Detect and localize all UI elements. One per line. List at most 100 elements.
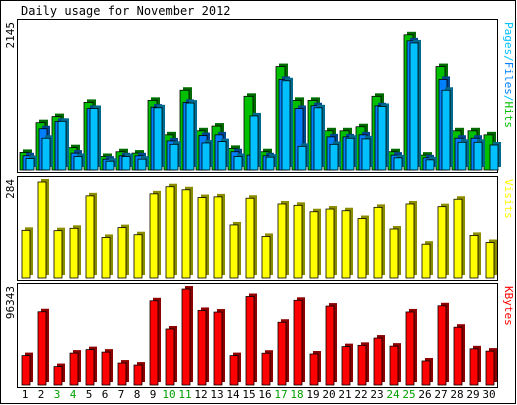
series-legend-hits-files-pages: Pages/Files/Hits — [502, 22, 515, 128]
bar-kbytes-day-16 — [261, 350, 273, 386]
bar-kbytes-day-13 — [213, 309, 225, 386]
x-tick-label-day-19: 19 — [306, 388, 319, 401]
bar-kbytes-day-3-face — [53, 366, 63, 386]
bar-pages-day-11-face — [185, 102, 195, 171]
bar-visits-day-6 — [101, 234, 113, 279]
bar-kbytes-day-14-face — [229, 355, 239, 386]
x-tick-label-day-7: 7 — [118, 388, 125, 401]
bar-visits-day-15 — [245, 195, 257, 279]
bar-visits-day-10-face — [165, 186, 175, 279]
bar-kbytes-day-20 — [325, 303, 337, 386]
panel-visits: 284 Visits — [4, 176, 515, 281]
bar-kbytes-day-6 — [101, 349, 113, 386]
bar-visits-day-23 — [373, 204, 385, 279]
bar-pages-day-3 — [57, 118, 69, 171]
bar-visits-day-22 — [357, 215, 369, 279]
bar-kbytes-day-6-face — [101, 351, 111, 386]
bar-pages-day-8-face — [137, 158, 147, 171]
bar-kbytes-day-5-face — [85, 349, 95, 386]
bar-kbytes-day-29-face — [469, 348, 479, 386]
bar-pages-day-6 — [105, 158, 117, 171]
bar-visits-day-9-face — [149, 193, 159, 279]
bar-visits-day-18-face — [293, 204, 303, 279]
bar-kbytes-day-9 — [149, 297, 161, 386]
x-tick-label-day-18: 18 — [290, 388, 303, 401]
legend-part-3: / — [502, 95, 515, 102]
bar-pages-day-25-face — [409, 42, 419, 171]
ymax-label-visits: 284 — [4, 179, 17, 199]
bar-pages-day-12 — [201, 139, 213, 171]
bar-visits-day-8 — [133, 231, 145, 279]
bar-visits-day-21 — [341, 207, 353, 279]
x-tick-label-day-24: 24 — [386, 388, 400, 401]
bar-pages-day-27-face — [441, 89, 451, 171]
x-tick-label-day-9: 9 — [150, 388, 157, 401]
legend-part-0: Pages — [502, 22, 515, 55]
bar-visits-day-11-face — [181, 189, 191, 279]
x-tick-label-day-10: 10 — [162, 388, 175, 401]
bar-visits-day-10 — [165, 183, 177, 279]
bar-kbytes-day-21 — [341, 343, 353, 386]
bar-kbytes-day-1-face — [21, 355, 31, 386]
bar-pages-day-16-face — [265, 156, 275, 171]
bar-kbytes-day-26-face — [421, 360, 431, 386]
bar-visits-day-18 — [293, 202, 305, 279]
bar-pages-day-12-face — [201, 142, 211, 171]
bar-pages-day-5-face — [89, 108, 99, 171]
x-tick-label-day-17: 17 — [274, 388, 287, 401]
x-tick-label-day-26: 26 — [418, 388, 431, 401]
bar-kbytes-day-19 — [309, 351, 321, 386]
bar-visits-day-12 — [197, 194, 209, 279]
bar-kbytes-day-18 — [293, 297, 305, 386]
bar-kbytes-day-8 — [133, 362, 145, 386]
x-tick-label-day-1: 1 — [22, 388, 29, 401]
legend-part-0: Visits — [502, 179, 515, 219]
bar-pages-day-13 — [217, 138, 229, 171]
bar-pages-day-14-face — [233, 156, 243, 171]
x-tick-label-day-2: 2 — [38, 388, 45, 401]
bar-visits-day-3-face — [53, 230, 63, 279]
ymax-label-kbytes: 96343 — [4, 286, 17, 319]
bar-pages-day-21 — [345, 135, 357, 171]
bar-pages-day-15 — [249, 112, 261, 171]
bar-kbytes-day-30-face — [485, 350, 495, 386]
bar-kbytes-day-17-face — [277, 321, 287, 386]
bar-pages-day-16 — [265, 154, 277, 171]
bar-kbytes-day-27 — [437, 302, 449, 386]
x-tick-label-day-21: 21 — [338, 388, 351, 401]
legend-part-2: Files — [502, 62, 515, 95]
bar-kbytes-day-9-face — [149, 300, 159, 386]
bar-kbytes-day-4-face — [69, 352, 79, 386]
bar-visits-day-26 — [421, 241, 433, 279]
bar-pages-day-23-face — [377, 106, 387, 171]
bar-visits-day-28 — [453, 196, 465, 279]
bar-pages-day-7-face — [121, 156, 131, 171]
bar-pages-day-17-face — [281, 80, 291, 171]
bar-kbytes-day-11 — [181, 286, 193, 386]
bar-pages-day-1-face — [25, 158, 35, 171]
bar-kbytes-day-30 — [485, 348, 497, 386]
bar-pages-day-6-face — [105, 160, 115, 171]
bar-visits-day-25 — [405, 200, 417, 279]
bar-kbytes-day-12-face — [197, 310, 207, 386]
bar-kbytes-day-18-face — [293, 299, 303, 386]
bar-kbytes-day-15-face — [245, 296, 255, 386]
bar-visits-day-7 — [117, 224, 129, 279]
x-tick-label-day-4: 4 — [70, 388, 77, 401]
bar-pages-day-19 — [313, 104, 325, 171]
bar-kbytes-day-5 — [85, 346, 97, 386]
chart-title: Daily usage for November 2012 — [21, 4, 231, 18]
legend-part-0: KBytes — [502, 286, 515, 326]
bar-pages-day-26 — [425, 156, 437, 171]
x-tick-label-day-16: 16 — [258, 388, 271, 401]
bar-pages-day-13-face — [217, 141, 227, 171]
bar-visits-day-5 — [85, 192, 97, 279]
bar-visits-day-12-face — [197, 197, 207, 279]
bar-kbytes-day-25 — [405, 308, 417, 386]
series-pages — [25, 39, 501, 171]
x-tick-label-day-22: 22 — [354, 388, 367, 401]
bar-pages-day-19-face — [313, 107, 323, 171]
x-tick-label-day-13: 13 — [210, 388, 223, 401]
